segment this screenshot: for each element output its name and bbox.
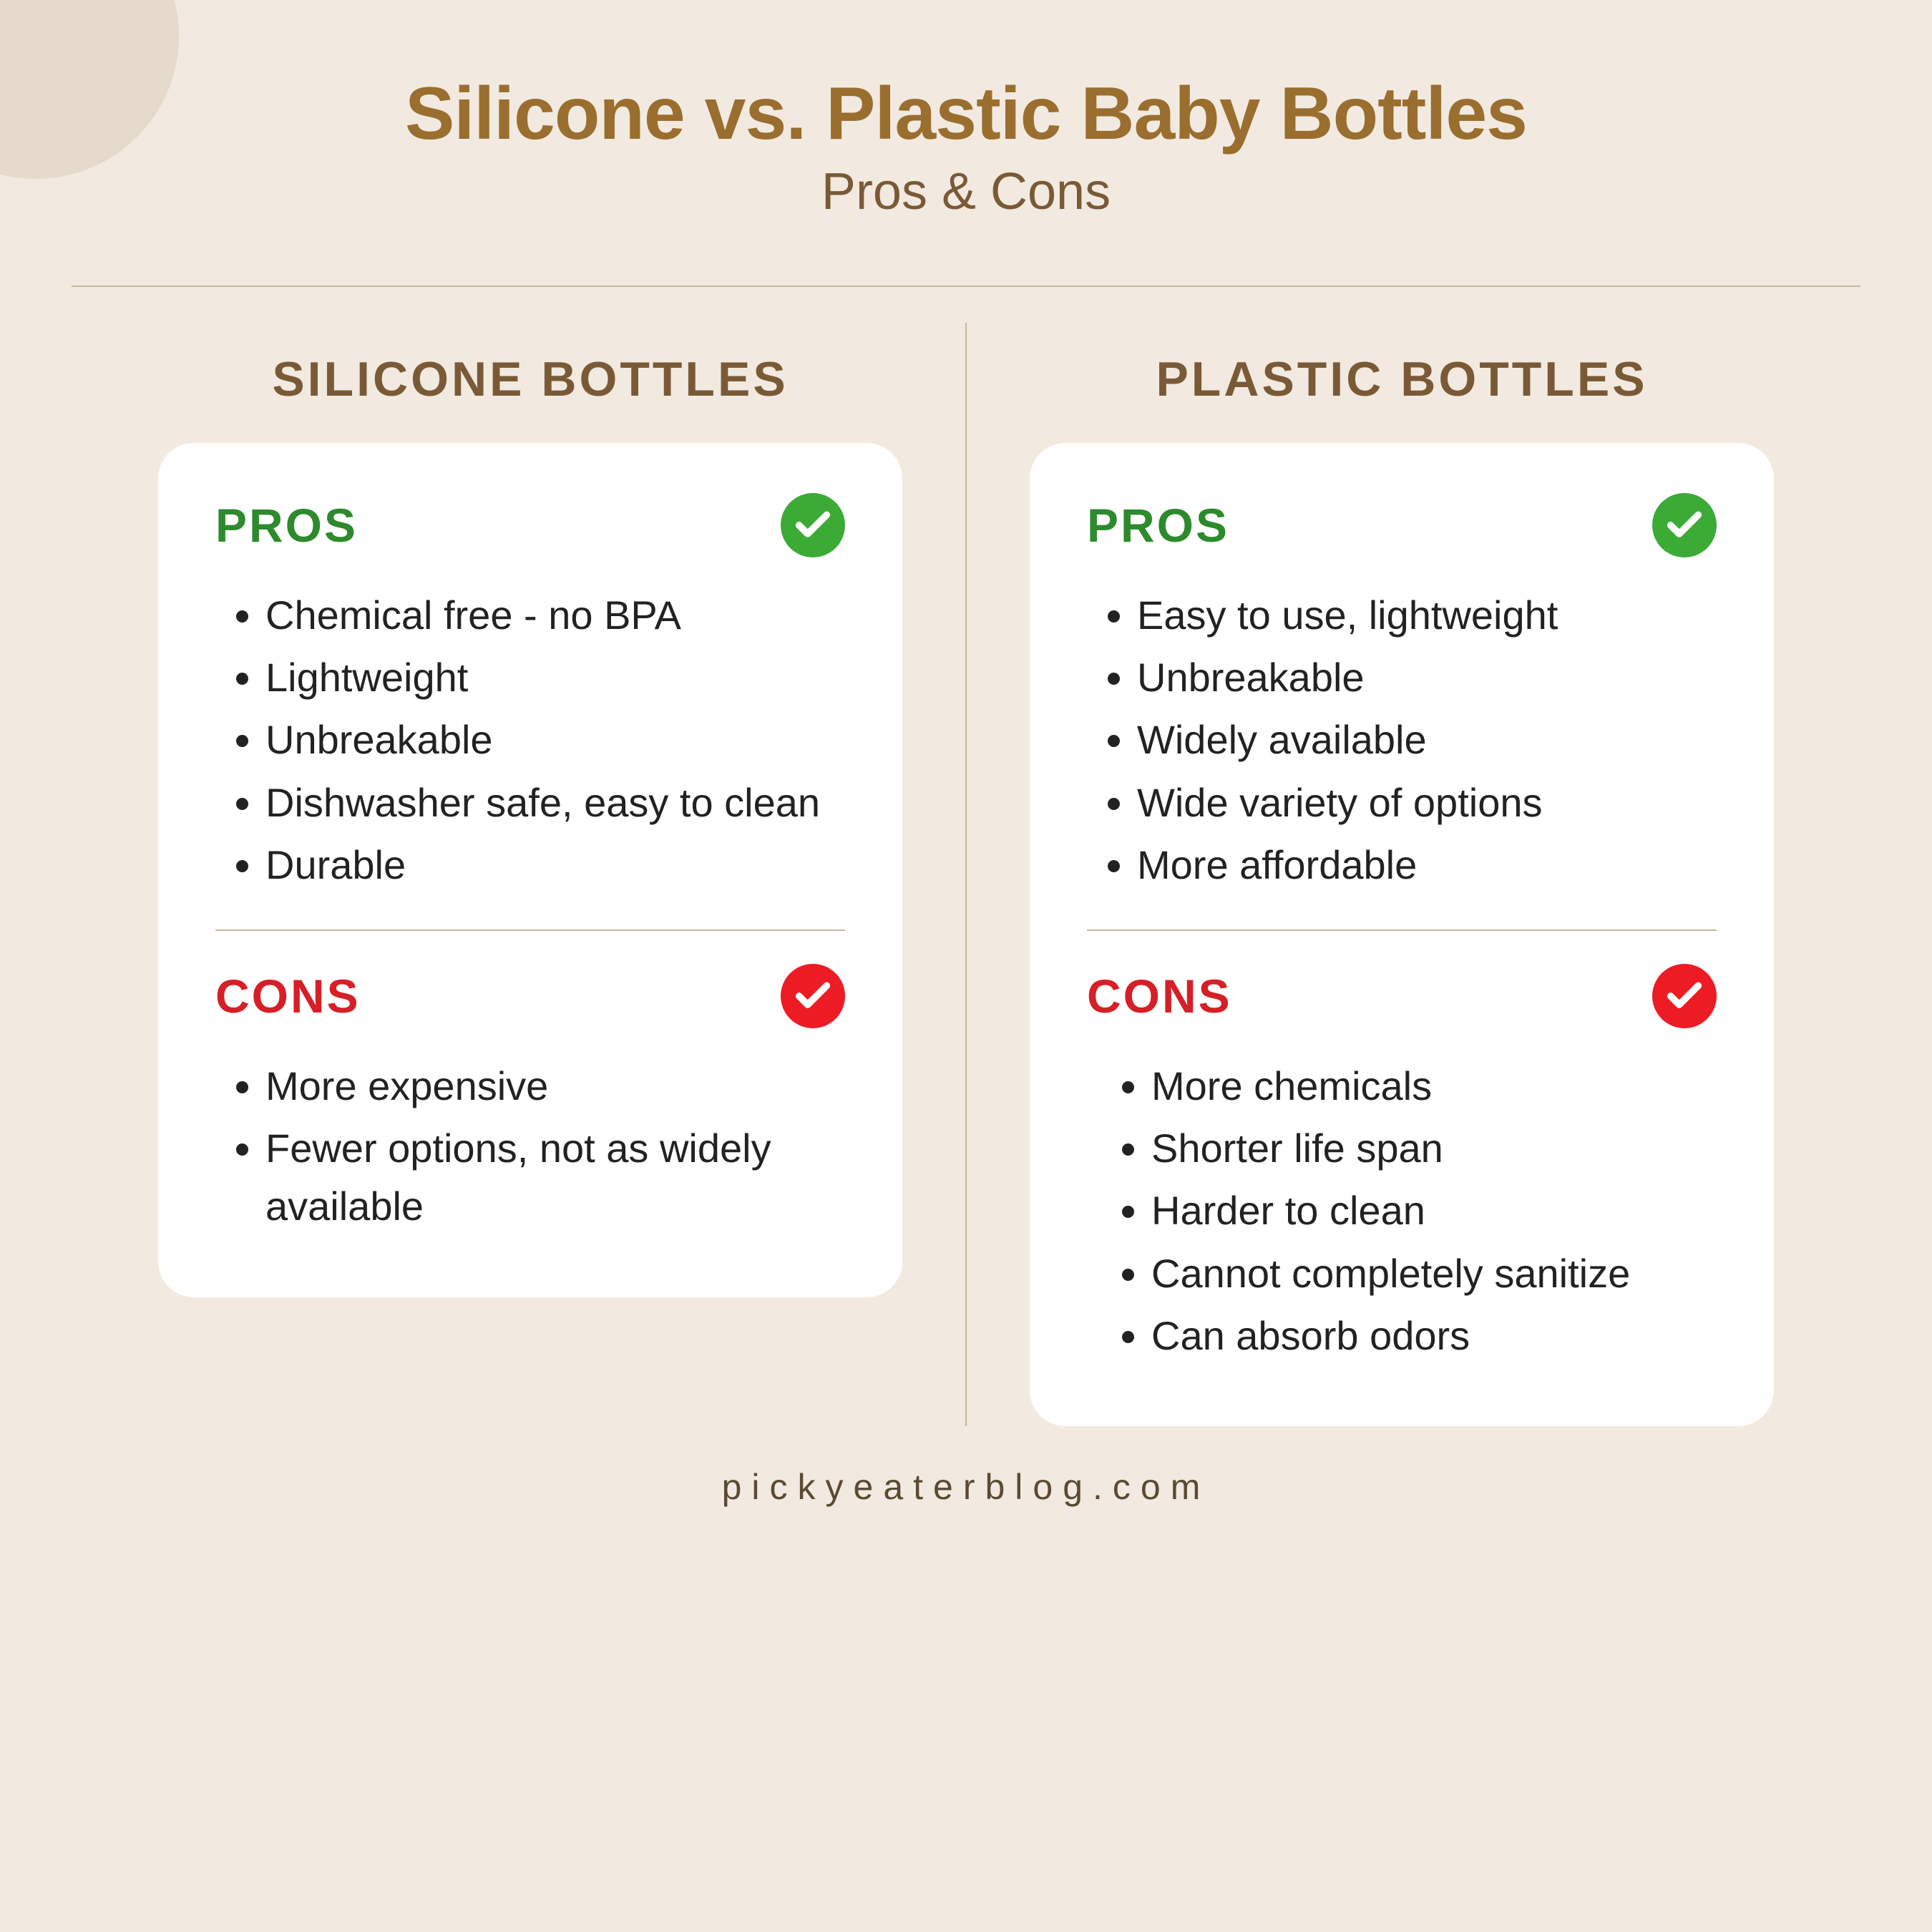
footer-url: pickyeaterblog.com [0,1466,1932,1508]
columns: SILICONE BOTTLES PROS Chemical free - no… [0,287,1932,1448]
plastic-heading: PLASTIC BOTTLES [1156,351,1647,407]
list-item: Lightweight [265,648,845,706]
list-item: Unbreakable [265,711,845,769]
silicone-cons-head: CONS [215,964,845,1028]
cons-label: CONS [1087,969,1232,1023]
list-item: Easy to use, lightweight [1137,586,1717,644]
plastic-pros-head: PROS [1087,493,1717,557]
list-item: More affordable [1137,836,1717,894]
silicone-pros-head: PROS [215,493,845,557]
list-item: More chemicals [1151,1057,1717,1115]
vertical-divider [965,323,967,1426]
pros-label: PROS [215,498,358,552]
list-item: Dishwasher safe, easy to clean [265,774,845,831]
plastic-cons-head: CONS [1087,964,1717,1028]
plastic-cons-list: More chemicals Shorter life span Harder … [1087,1057,1717,1365]
list-item: Harder to clean [1151,1181,1717,1239]
page-title: Silicone vs. Plastic Baby Bottles [0,72,1932,157]
list-item: Durable [265,836,845,894]
checkmark-icon [1652,493,1717,557]
checkmark-icon [781,493,845,557]
page-subtitle: Pros & Cons [0,162,1932,221]
list-item: Cannot completely sanitize [1151,1244,1717,1302]
silicone-heading: SILICONE BOTTLES [272,351,788,407]
pros-label: PROS [1087,498,1229,552]
list-item: Widely available [1137,711,1717,769]
column-silicone: SILICONE BOTTLES PROS Chemical free - no… [108,323,952,1426]
silicone-pros-list: Chemical free - no BPA Lightweight Unbre… [215,586,845,894]
cons-label: CONS [215,969,361,1023]
plastic-card: PROS Easy to use, lightweight Unbreakabl… [1030,443,1774,1426]
list-item: Unbreakable [1137,648,1717,706]
list-item: Shorter life span [1151,1119,1717,1177]
header: Silicone vs. Plastic Baby Bottles Pros &… [0,0,1932,221]
list-item: More expensive [265,1057,845,1115]
checkmark-icon [781,964,845,1028]
silicone-cons-list: More expensive Fewer options, not as wid… [215,1057,845,1236]
silicone-card: PROS Chemical free - no BPA Lightweight … [158,443,902,1297]
list-item: Chemical free - no BPA [265,586,845,644]
card-divider [1087,930,1717,931]
checkmark-icon [1652,964,1717,1028]
list-item: Wide variety of options [1137,774,1717,831]
column-plastic: PLASTIC BOTTLES PROS Easy to use, lightw… [980,323,1824,1426]
list-item: Fewer options, not as widely available [265,1119,845,1235]
card-divider [215,930,845,931]
list-item: Can absorb odors [1151,1307,1717,1365]
plastic-pros-list: Easy to use, lightweight Unbreakable Wid… [1087,586,1717,894]
